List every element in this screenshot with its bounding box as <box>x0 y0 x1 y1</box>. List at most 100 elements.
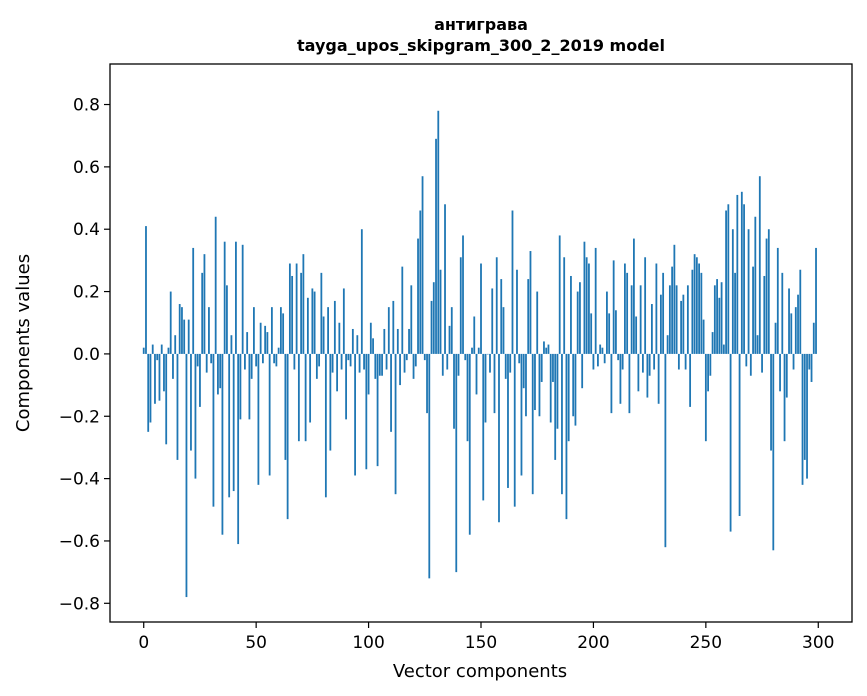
bar <box>401 266 404 354</box>
y-tick-label: −0.2 <box>59 407 100 427</box>
bar <box>603 353 606 364</box>
bar <box>347 353 350 361</box>
bar <box>525 353 527 417</box>
bar <box>203 254 206 354</box>
y-axis-label: Components values <box>13 254 34 432</box>
bar <box>331 353 334 373</box>
bar <box>563 257 566 354</box>
bar <box>408 328 410 354</box>
bar <box>457 353 460 376</box>
bar <box>315 353 318 379</box>
bar <box>363 353 365 370</box>
bar <box>522 353 525 389</box>
bar <box>279 307 282 354</box>
bar <box>459 257 462 354</box>
bar <box>713 285 716 354</box>
bar <box>812 322 815 354</box>
bar <box>612 260 615 354</box>
bar <box>763 275 766 354</box>
bar <box>345 353 347 420</box>
bar <box>702 319 705 354</box>
bar <box>738 353 741 517</box>
bar <box>151 344 154 354</box>
bar <box>277 347 280 354</box>
bar <box>583 241 586 354</box>
x-tick-label: 50 <box>245 633 267 653</box>
bar <box>727 204 730 354</box>
bar <box>520 353 523 476</box>
bar <box>743 204 745 354</box>
x-axis: 0 50 100 150 200 250 300 <box>138 622 834 653</box>
bar <box>410 285 413 354</box>
bar <box>394 353 397 495</box>
bar <box>624 263 626 354</box>
y-tick-label: 0.8 <box>73 96 100 116</box>
bar <box>808 353 811 370</box>
bar <box>282 313 285 354</box>
bar <box>774 322 777 354</box>
bar <box>163 353 165 392</box>
y-tick-label: 0.4 <box>73 220 100 240</box>
bar <box>464 353 467 361</box>
bar <box>473 316 476 354</box>
bar <box>637 353 640 392</box>
bar <box>653 353 656 370</box>
bar <box>275 353 278 367</box>
bar <box>441 353 444 376</box>
bar <box>547 344 550 354</box>
bar <box>698 263 700 354</box>
bar <box>351 328 354 354</box>
y-tick-label: −0.4 <box>59 470 100 490</box>
bar <box>142 347 145 354</box>
bar <box>648 353 651 376</box>
x-tick-label: 100 <box>352 633 384 653</box>
bar <box>311 288 314 354</box>
bar <box>758 176 761 354</box>
y-tick-label: 0.0 <box>73 345 100 365</box>
bar <box>383 328 386 354</box>
bar <box>372 338 374 354</box>
bar <box>495 257 498 354</box>
bar <box>641 353 644 373</box>
bar <box>489 353 491 373</box>
bar <box>711 332 714 354</box>
bar <box>466 353 469 442</box>
bar <box>338 322 341 354</box>
bar <box>511 210 514 354</box>
bar <box>286 353 289 520</box>
bar <box>403 353 406 373</box>
bar <box>426 353 428 414</box>
bar <box>167 347 170 354</box>
bar <box>291 275 294 354</box>
bar <box>646 353 649 398</box>
bar <box>570 275 572 354</box>
bar <box>462 235 464 354</box>
bar <box>381 353 383 376</box>
bar <box>815 247 817 354</box>
bar <box>358 353 361 373</box>
bar <box>293 353 296 370</box>
bar <box>554 353 557 460</box>
bars-layer <box>142 110 817 598</box>
bar <box>619 353 622 404</box>
bar <box>686 285 689 354</box>
bar <box>356 335 359 354</box>
bar <box>390 353 392 432</box>
bar <box>295 263 298 354</box>
bar <box>300 272 303 354</box>
bar <box>621 353 624 370</box>
bar <box>574 353 577 426</box>
bar <box>704 353 707 442</box>
bar <box>781 272 784 354</box>
bar <box>342 288 345 354</box>
bar <box>468 353 471 535</box>
bar <box>597 353 599 367</box>
bar <box>579 282 581 354</box>
bar <box>639 285 642 354</box>
bar <box>507 353 509 488</box>
chart-title: антиграва <box>434 15 528 34</box>
bar <box>502 307 505 354</box>
bar <box>399 353 401 386</box>
bar <box>664 353 667 548</box>
